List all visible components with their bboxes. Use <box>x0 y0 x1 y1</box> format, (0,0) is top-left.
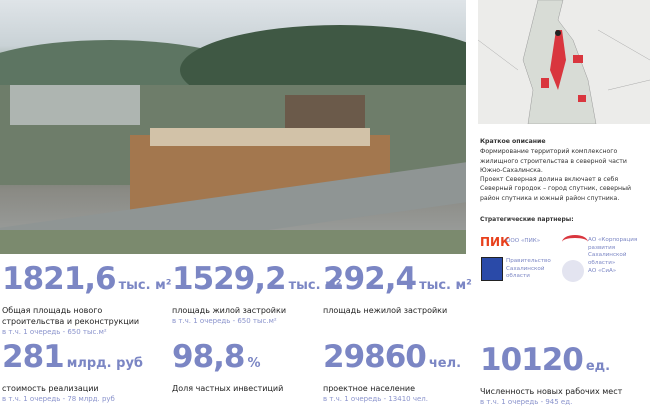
stat-population: 29860 чел. проектное население в т.ч. 1 о… <box>323 341 473 404</box>
stat-sub: в т.ч. 1 очередь - 945 ед. <box>480 398 573 406</box>
stat-nonresidential-area: 292,4 тыс. м² площадь нежилой застройки <box>323 263 473 316</box>
stat-label: проектное население <box>323 384 416 393</box>
stat-sub: в т.ч. 1 очередь - 78 млрд. руб <box>2 395 115 403</box>
description-text-1: Формирование территорий комплексного жил… <box>480 148 627 174</box>
stat-value: 29860 <box>323 339 427 375</box>
stat-unit: тыс. м² <box>288 278 342 293</box>
corporation-logo-icon <box>562 235 588 249</box>
stat-unit: % <box>247 356 261 371</box>
stat-sub: в т.ч. 1 очередь - 650 тыс.м² <box>2 328 107 336</box>
stat-unit: тыс. м² <box>118 278 172 293</box>
partner-government: Правительство Сахалинской области <box>506 258 551 279</box>
project-render-image <box>0 0 466 254</box>
project-description: Краткое описание Формирование территорий… <box>480 137 645 203</box>
stat-value: 1529,2 <box>172 261 287 297</box>
stat-unit: чел. <box>428 356 462 371</box>
stat-label: Численность новых рабочих мест <box>480 387 623 396</box>
partner-pik: ООО «ПИК» <box>506 238 541 244</box>
stat-jobs: 10120 ед. Численность новых рабочих мест … <box>480 344 650 407</box>
stat-label: стоимость реализации <box>2 384 99 393</box>
description-text-2: Проект Северная долина включает в себя С… <box>480 176 631 202</box>
partner-corporation: АО «Корпорация развития Сахалинской обла… <box>588 237 638 266</box>
stat-label: площадь жилой застройки <box>172 306 287 315</box>
stat-total-area: 1821,6 тыс. м² Общая площадь нового строи… <box>2 261 171 337</box>
stat-unit: тыс. м² <box>419 278 472 293</box>
description-title: Краткое описание <box>480 138 546 145</box>
stat-value: 281 <box>2 339 65 375</box>
stat-value: 292,4 <box>323 261 417 297</box>
location-map <box>478 0 650 124</box>
partner-sia: АО «СиА» <box>588 268 617 274</box>
stat-label: Общая площадь нового строительства и рек… <box>2 306 140 326</box>
stat-unit: млрд. руб <box>66 356 143 371</box>
stat-cost: 281 млрд. руб стоимость реализации в т.ч.… <box>2 341 167 404</box>
sia-logo-icon <box>562 260 584 282</box>
pik-logo: ПИК <box>480 235 510 249</box>
stat-sub: в т.ч. 1 очередь - 650 тыс.м² <box>172 317 277 325</box>
stat-unit: ед. <box>585 359 611 374</box>
stat-sub: в т.ч. 1 очередь - 13410 чел. <box>323 395 428 403</box>
stat-label: площадь нежилой застройки <box>323 306 448 315</box>
stat-residential-area: 1529,2 тыс. м² площадь жилой застройки в … <box>172 261 341 326</box>
partners-title: Стратегические партнеры: <box>480 216 574 223</box>
stat-value: 1821,6 <box>2 261 117 297</box>
stat-value: 10120 <box>480 342 584 378</box>
sakhalin-coat-of-arms-icon <box>481 257 503 281</box>
stat-label: Доля частных инвестиций <box>172 384 284 393</box>
stat-value: 98,8 <box>172 339 245 375</box>
stat-private-investment: 98,8% Доля частных инвестиций <box>172 341 317 394</box>
